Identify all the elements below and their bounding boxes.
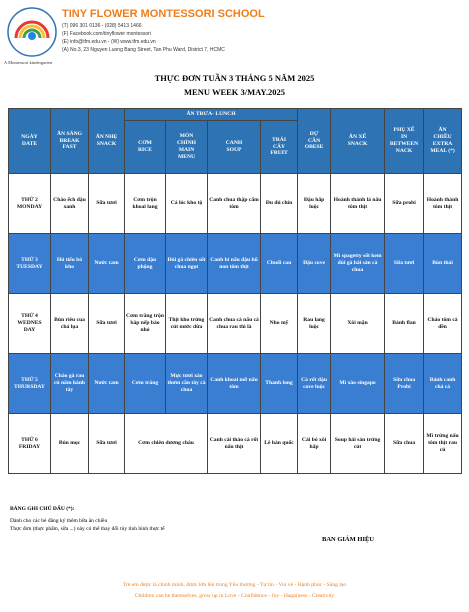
menu-item: Chuối cau	[259, 233, 299, 294]
contact: (T) 096 301 0136 - (028) 5413 1466	[62, 23, 142, 29]
day-row: THỨ 3 TUESDAY Hủ tiếu bò kho Nước cam Cơm đ…	[8, 233, 463, 294]
column-header: TRÁI CÂY FRUIT	[259, 120, 299, 174]
day-row: THỨ 5 THURSDAY Cháo gà rau củ nấm hành tâ…	[8, 353, 463, 414]
lunch-header: ĂN TRƯA- LUNCH	[123, 108, 299, 121]
menu-item: Sữa probi	[384, 173, 425, 234]
menu-item: Thịt kho trứng cút nước dừa	[165, 293, 208, 354]
menu-item: Canh chua thập cẩm tôm	[207, 173, 261, 234]
column-header: MÓN CHÍNH MAIN MENU	[165, 120, 208, 174]
signature: BAN GIÁM HIỆU	[322, 536, 375, 543]
menu-item: Mì spagetty sốt kem đùi gà hải sản cà ch…	[330, 233, 386, 294]
tagline: A Montessori kindergarten	[4, 60, 53, 65]
menu-item: Cải bó xôi hấp	[297, 413, 332, 474]
footer-vi: Trẻ em được là chính mình, được lớn lên …	[122, 582, 347, 588]
day-row: THỨ 4 WEDNES DAY Bún riêu cua chả lụa Sữa …	[8, 293, 463, 354]
day-row: THỨ 2 MONDAY Cháo ếch đậu xanh Sữa tươi Cơm…	[8, 173, 463, 234]
menu-item: Soup hải sản trứng cút	[330, 413, 386, 474]
column-header: CANH SOUP	[207, 120, 261, 174]
menu-item: Canh bí nấu đậu hũ non tôm thịt	[207, 233, 261, 294]
menu-item: Hoành thánh lá nấu tôm thịt	[330, 173, 386, 234]
menu-item: Canh cải thảo cà rốt nấu thịt	[207, 413, 261, 474]
contact: (F) Facebook.com/tinyflower montessori	[62, 31, 151, 37]
menu-item: Đậu hấp luộc	[297, 173, 332, 234]
menu-item: Nước cam	[88, 233, 125, 294]
menu-item: Cơm trắng	[124, 353, 166, 414]
menu-item: Bún mọc	[50, 413, 89, 474]
menu-item: Mực tươi xào thơm cần tây cà chua	[165, 353, 208, 414]
menu-item: Cháo ếch đậu xanh	[50, 173, 89, 234]
contact: (E) info@tfm.edu.vn - (W) www.tfm.edu.vn	[62, 39, 156, 45]
menu-item: Bún riêu cua chả lụa	[50, 293, 89, 354]
menu-item: Hủ tiếu bò kho	[50, 233, 89, 294]
menu-item: Sữa chua	[384, 413, 425, 474]
menu-item: Cơm trộn khoai lang	[124, 173, 166, 234]
menu-item: Sữa tươi	[88, 413, 125, 474]
column-header: PHỤ XẾ IN BETWEEN NACK	[384, 108, 425, 174]
column-header: CƠM RICE	[124, 120, 166, 174]
note: Thực đơn (thực phẩm, sữa ...) này có thể…	[10, 526, 165, 532]
menu-item: Cơm chiên dương châu	[124, 413, 208, 474]
day: THỨ 6 FRIDAY	[8, 413, 51, 474]
menu-item: Hoành thánh tôm thịt	[423, 173, 463, 234]
menu-item: Cháo tôm cà dền	[423, 293, 463, 354]
header-row: NGÀY DATE ĂN SÁNG BREAK FAST ĂN NHẸ SNACK Ă…	[8, 108, 463, 174]
menu-item: Mì trứng nấu tôm thịt rau củ	[423, 413, 463, 474]
menu-item: Lê hàn quốc	[259, 413, 299, 474]
menu-item: Nho mỹ	[259, 293, 299, 354]
school-name: TINY FLOWER MONTESSORI SCHOOL	[62, 8, 265, 20]
column-header: ĂN SÁNG BREAK FAST	[50, 108, 89, 174]
menu-item: Đu đủ chín	[259, 173, 299, 234]
menu-item: Cá lóc kho tộ	[165, 173, 208, 234]
day: THỨ 4 WEDNES DAY	[8, 293, 51, 354]
menu-item: Nước cam	[88, 353, 125, 414]
day-row: THỨ 6 FRIDAY Bún mọc Sữa tươi Cơm chiên dươ…	[8, 413, 463, 474]
menu-item: Cơm đậu phộng	[124, 233, 166, 294]
menu-item: Sữa chua Probi	[384, 353, 425, 414]
day: THỨ 2 MONDAY	[8, 173, 51, 234]
day: THỨ 5 THURSDAY	[8, 353, 51, 414]
title-en: MENU WEEK 3/MAY.2025	[184, 87, 285, 97]
contact: (A) No.3, 23 Nguyen Luong Bang Street, T…	[62, 47, 225, 53]
menu-item: Thanh long	[259, 353, 299, 414]
menu-item: Cà rốt đậu cove luộc	[297, 353, 332, 414]
menu-item: Cơm trắng trộn bắp nếp bào nhỏ	[124, 293, 166, 354]
title-vi: THỰC ĐƠN TUẦN 3 THÁNG 5 NĂM 2025	[154, 73, 315, 83]
menu-item: Mì xào singapo	[330, 353, 386, 414]
menu-item: Cháo gà rau củ nấm hành tây	[50, 353, 89, 414]
menu-item: Đùi gà chiên sốt chua ngọt	[165, 233, 208, 294]
menu-item: Xôi mặn	[330, 293, 386, 354]
day: THỨ 3 TUESDAY	[8, 233, 51, 294]
menu-item: Bánh canh chả cá	[423, 353, 463, 414]
menu-item: Sữa tươi	[88, 173, 125, 234]
menu-item: Canh chua cá nấu cà chua rau thì là	[207, 293, 261, 354]
logo	[7, 7, 57, 57]
menu-item: Canh khoai mỡ nấu tôm	[207, 353, 261, 414]
column-header: DỰ CẦN OBESE	[297, 108, 332, 174]
column-header: ĂN XẾ SNACK	[330, 108, 386, 174]
column-header: NGÀY DATE	[8, 108, 51, 174]
menu-item: Đậu cove	[297, 233, 332, 294]
note: Dành cho các bé đăng ký thêm bữa ăn chiề…	[10, 518, 108, 524]
menu-item: Rau lang luộc	[297, 293, 332, 354]
notes-title: BẢNG GHI CHÚ DẤU (*):	[10, 506, 75, 512]
menu-item: Sữa tươi	[88, 293, 125, 354]
column-header: ĂN CHIỀU EXTRA MEAL (*)	[423, 108, 463, 174]
footer-en: Children can be themselves, grow up in L…	[134, 593, 335, 599]
menu-table: NGÀY DATE ĂN SÁNG BREAK FAST ĂN NHẸ SNACK Ă…	[8, 108, 463, 474]
menu-item: Bún thái	[423, 233, 463, 294]
column-header: ĂN NHẸ SNACK	[88, 108, 125, 174]
menu-item: Sữa tươi	[384, 233, 425, 294]
header-row: CƠM RICE MÓN CHÍNH MAIN MENU CANH SOUP TRÁI…	[9, 120, 462, 174]
menu-item: Bánh flan	[384, 293, 425, 354]
